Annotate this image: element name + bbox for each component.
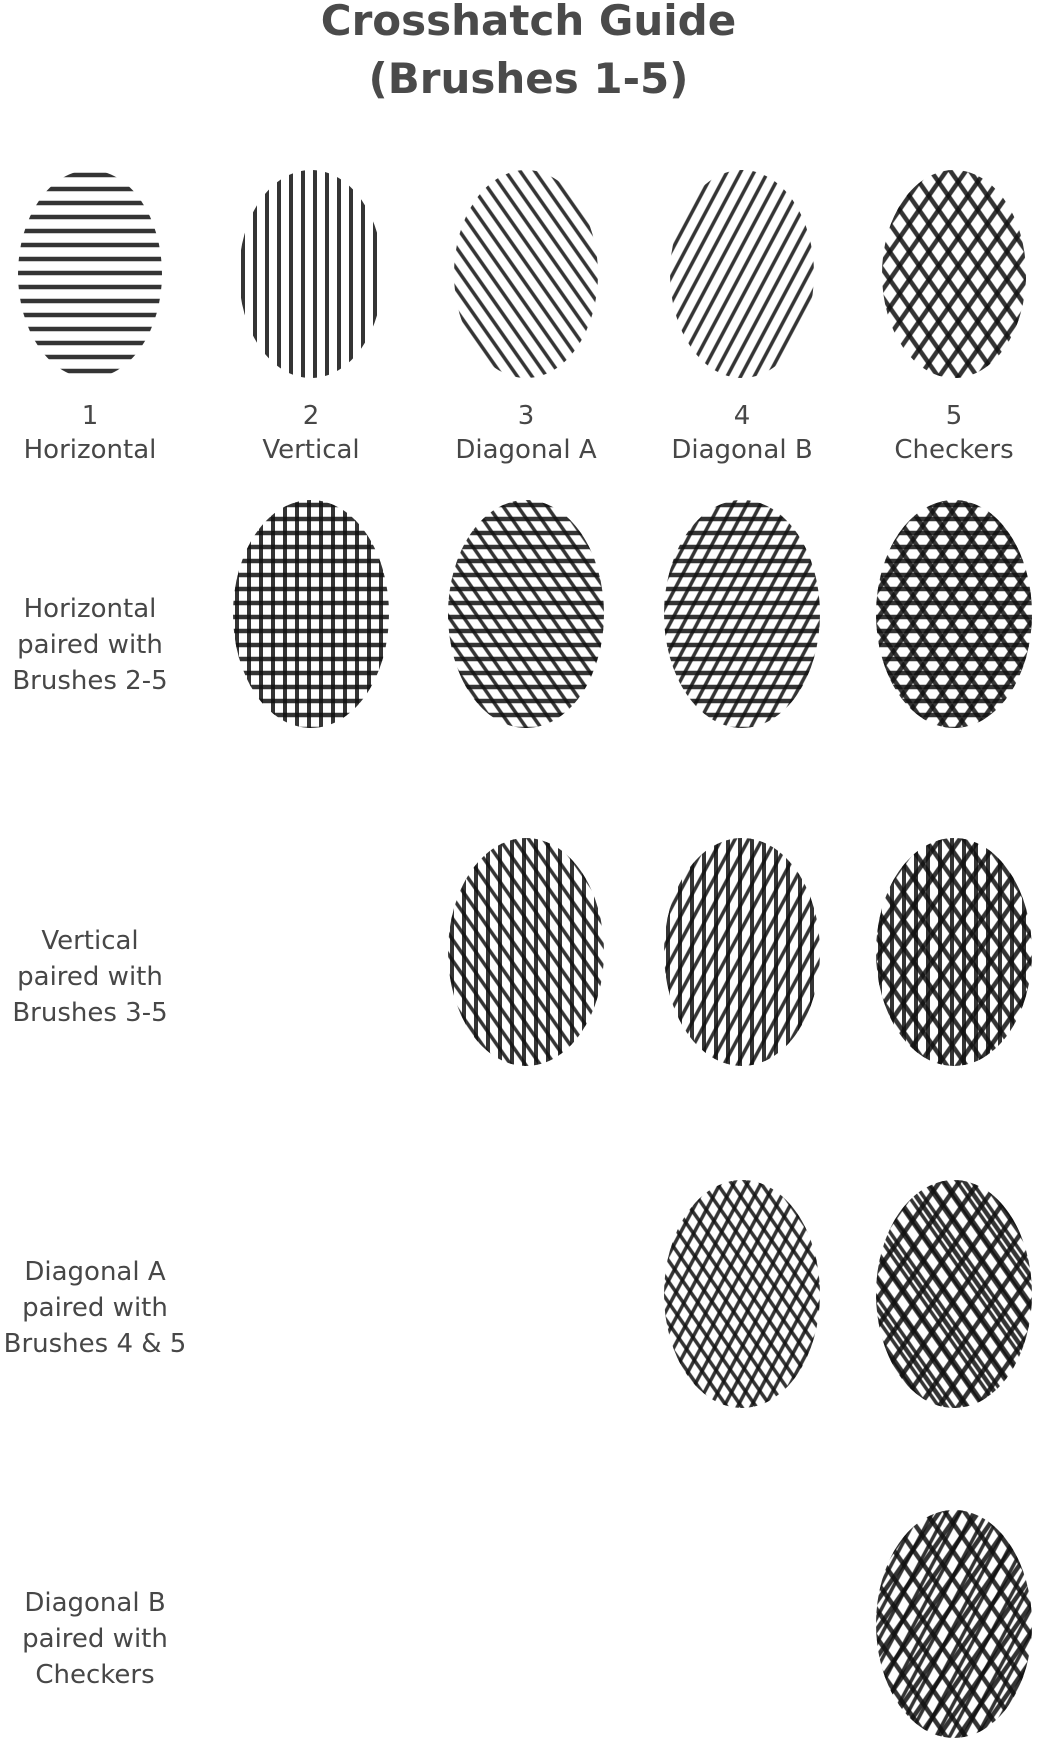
brush-number: 4: [733, 401, 751, 431]
swatch-diagonal-a-with-diagonal-b: [664, 1180, 820, 1408]
pairing-label-line: Vertical: [41, 926, 139, 956]
checkers-hatch: [876, 1510, 1032, 1738]
checkers-hatch: [882, 170, 1026, 378]
vertical-hatch: [233, 500, 389, 728]
swatch-vertical-with-diagonal-a: [448, 838, 604, 1066]
swatch-brush-2: [239, 170, 383, 378]
pairing-label-line: Horizontal: [23, 594, 157, 624]
swatch-horizontal-with-checkers: [876, 500, 1032, 728]
diagonal-b-hatch: [664, 838, 820, 1066]
pairing-label-line: Diagonal B: [24, 1588, 166, 1618]
checkers-hatch: [876, 838, 1032, 1066]
swatch-brush-5: [882, 170, 1026, 378]
title-line-1: Crosshatch Guide: [320, 0, 737, 45]
swatch-horizontal-with-vertical: [233, 500, 389, 728]
brush-name: Horizontal: [23, 435, 157, 465]
brush-name: Diagonal B: [671, 435, 813, 465]
pairing-label-line: paired with: [22, 1624, 168, 1654]
pairing-label-line: Brushes 3-5: [12, 998, 168, 1028]
pairing-label-line: Brushes 4 & 5: [3, 1329, 187, 1359]
swatch-brush-4: [670, 170, 814, 378]
swatch-horizontal-with-diagonal-b: [664, 500, 820, 728]
brush-name: Vertical: [262, 435, 360, 465]
swatch-brush-1: [18, 170, 162, 378]
title-line-2: (Brushes 1-5): [368, 54, 689, 103]
swatch-brush-3: [454, 170, 598, 378]
brush-number: 1: [81, 401, 99, 431]
diagonal-b-hatch: [664, 500, 820, 728]
horizontal-hatch: [18, 170, 162, 378]
pairing-label-line: Checkers: [35, 1660, 155, 1690]
checkers-hatch: [876, 500, 1032, 728]
swatch-vertical-with-checkers: [876, 838, 1032, 1066]
diagonal-b-hatch: [664, 1180, 820, 1408]
diagonal-a-hatch: [448, 838, 604, 1066]
brush-name: Diagonal A: [455, 435, 597, 465]
pairing-label-line: Brushes 2-5: [12, 666, 168, 696]
swatch-vertical-with-diagonal-b: [664, 838, 820, 1066]
pairing-label-line: Diagonal A: [24, 1257, 166, 1287]
diagonal-b-hatch: [670, 170, 814, 378]
brush-number: 5: [945, 401, 963, 431]
checkers-hatch: [876, 1180, 1032, 1408]
swatch-diagonal-a-with-checkers: [876, 1180, 1032, 1408]
pairing-label-line: paired with: [17, 962, 163, 992]
brush-number: 3: [517, 401, 535, 431]
swatch-horizontal-with-diagonal-a: [448, 500, 604, 728]
brush-number: 2: [302, 401, 320, 431]
vertical-hatch: [239, 170, 383, 378]
pairing-label-line: paired with: [22, 1293, 168, 1323]
pairing-label-line: paired with: [17, 630, 163, 660]
brush-name: Checkers: [894, 435, 1014, 465]
diagonal-a-hatch: [448, 500, 604, 728]
diagonal-a-hatch: [454, 170, 598, 378]
swatch-diagonal-b-with-checkers: [876, 1510, 1032, 1738]
